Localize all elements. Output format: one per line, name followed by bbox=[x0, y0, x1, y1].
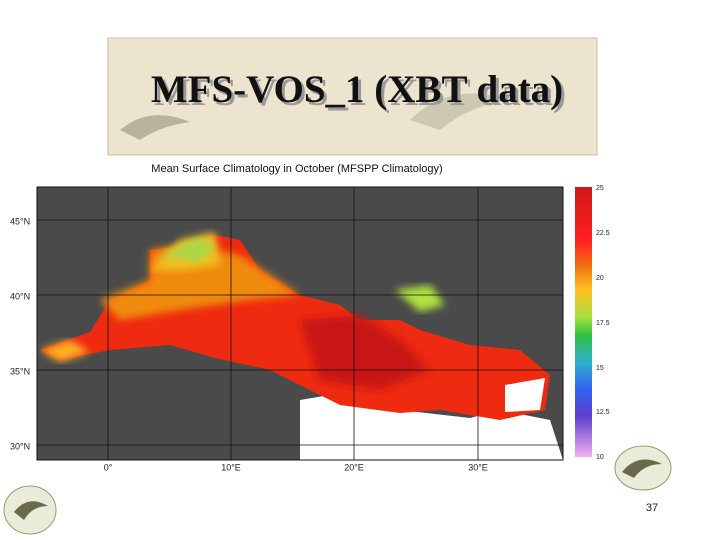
colorbar-label: 20 bbox=[596, 275, 604, 282]
sea-warm-west bbox=[100, 245, 300, 320]
colorbar-label: 17.5 bbox=[596, 320, 610, 327]
longitude-label: 10°E bbox=[221, 462, 241, 472]
colorbar-scale bbox=[575, 187, 592, 457]
sea-aegean bbox=[395, 285, 445, 312]
latitude-label: 30°N bbox=[10, 441, 30, 451]
colorbar: 25 22.5 20 17.5 15 12.5 10 bbox=[575, 185, 610, 461]
sea-cool bbox=[160, 238, 215, 262]
slide-title: MFS-VOS_1 (XBT data) bbox=[151, 68, 563, 111]
white-land bbox=[505, 378, 545, 412]
logo-right bbox=[614, 445, 672, 491]
colorbar-label: 12.5 bbox=[596, 409, 610, 416]
page-number: 37 bbox=[646, 502, 658, 514]
colorbar-label: 22.5 bbox=[596, 230, 610, 237]
latitude-label: 45°N bbox=[10, 216, 30, 226]
latitude-label: 35°N bbox=[10, 366, 30, 376]
banner-background bbox=[107, 37, 598, 156]
logo-bird bbox=[14, 501, 48, 520]
colorbar-label: 25 bbox=[596, 185, 604, 192]
logo-bird bbox=[622, 459, 662, 478]
banner-bird bbox=[120, 115, 190, 140]
colorbar-label: 10 bbox=[596, 454, 604, 461]
banner: MFS-VOS_1 (XBT data) MFS-VOS_1 (XBT data… bbox=[107, 37, 598, 156]
sea-alboran bbox=[40, 340, 90, 362]
map: 45°N 40°N 35°N 30°N 0° 10°E 20°E 30°E bbox=[10, 186, 564, 472]
title-shadow: MFS-VOS_1 (XBT data) bbox=[154, 71, 566, 114]
map-title: Mean Surface Climatology in October (MFS… bbox=[151, 163, 442, 175]
colorbar-label: 15 bbox=[596, 365, 604, 372]
longitude-label: 30°E bbox=[468, 462, 488, 472]
latitude-label: 40°N bbox=[10, 291, 30, 301]
graticule bbox=[37, 187, 563, 460]
sea-hot bbox=[300, 315, 430, 390]
longitude-label: 20°E bbox=[344, 462, 364, 472]
banner-bird bbox=[410, 93, 510, 130]
map-frame bbox=[36, 186, 564, 461]
logo-left bbox=[3, 485, 57, 535]
longitude-label: 0° bbox=[104, 462, 113, 472]
